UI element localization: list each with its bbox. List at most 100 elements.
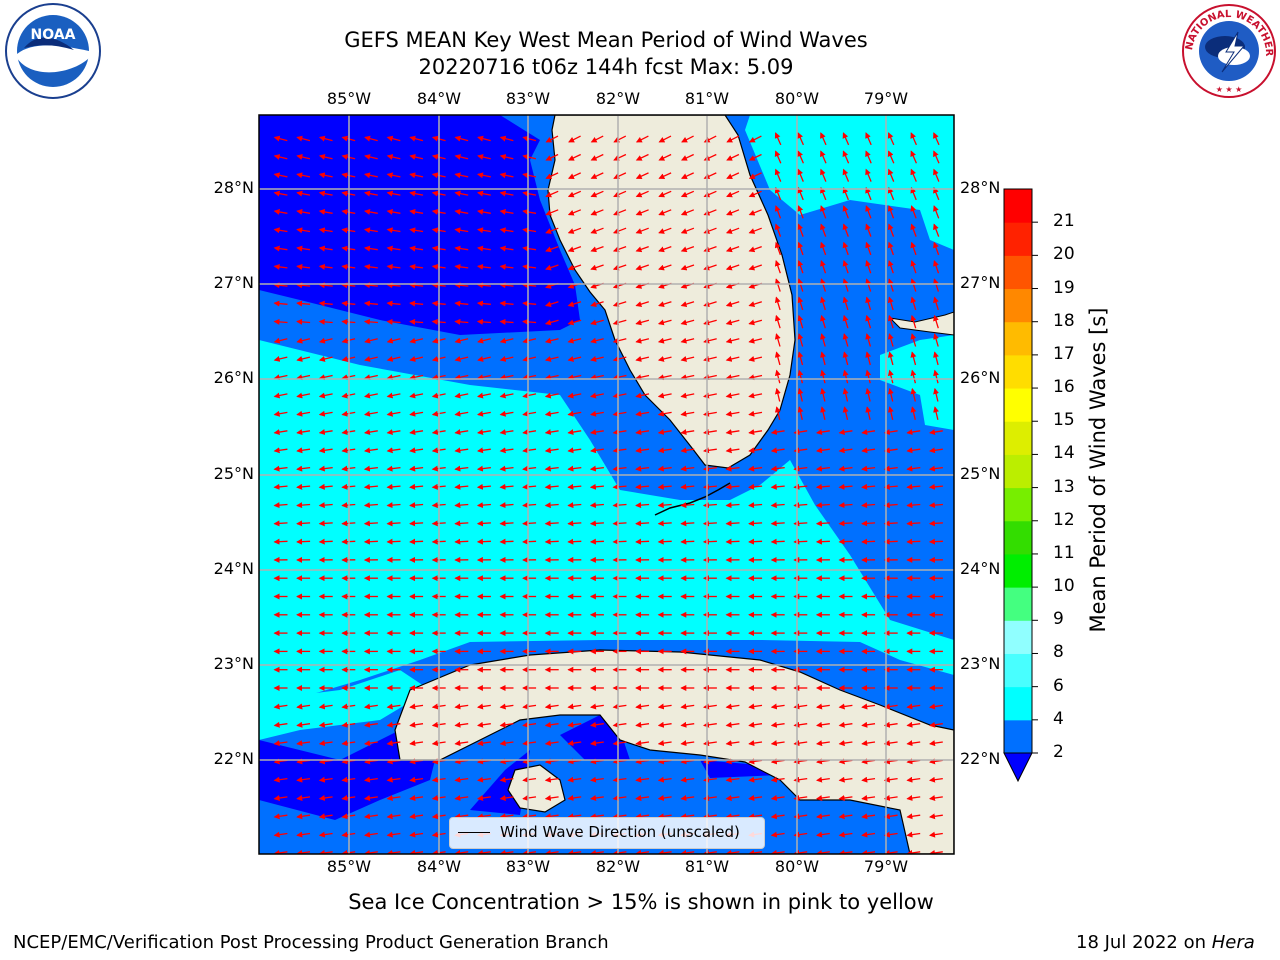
wave-direction-arrow (409, 502, 424, 509)
wave-direction-arrow (567, 301, 582, 308)
wave-direction-arrow (522, 538, 537, 545)
wave-direction-arrow (906, 447, 921, 454)
wave-direction-arrow (657, 465, 672, 472)
wave-direction-arrow (590, 209, 604, 216)
wave-direction-arrow (680, 703, 695, 710)
wave-direction-arrow (680, 721, 695, 728)
wave-direction-arrow (748, 447, 763, 454)
wave-direction-arrow (770, 502, 785, 509)
wave-direction-arrow (797, 260, 804, 274)
colorbar-tick-label: 17 (1053, 343, 1075, 364)
wave-direction-arrow (865, 223, 872, 237)
wave-direction-arrow (296, 813, 311, 820)
wave-direction-arrow (454, 300, 469, 307)
colorbar-tick-label: 19 (1053, 277, 1075, 298)
wave-direction-arrow (364, 429, 378, 435)
colorbar-segment (1004, 653, 1032, 688)
wave-direction-arrow (386, 447, 401, 454)
wave-direction-arrow (613, 153, 627, 161)
wave-direction-arrow (815, 465, 830, 472)
wave-direction-arrow (522, 776, 537, 783)
wave-direction-arrow (816, 795, 830, 801)
wave-direction-arrow (748, 227, 762, 234)
tick-label: 84°W (416, 89, 462, 108)
wave-direction-arrow (476, 318, 491, 325)
wave-direction-arrow (748, 337, 763, 344)
wave-direction-arrow (296, 776, 311, 783)
wave-direction-arrow (748, 795, 763, 801)
wave-direction-arrow (545, 245, 559, 253)
wave-direction-arrow (861, 538, 876, 545)
wave-direction-arrow (657, 447, 672, 454)
wave-direction-arrow (318, 520, 333, 527)
wave-direction-arrow (883, 538, 898, 545)
wave-direction-arrow (703, 795, 717, 801)
wave-direction-arrow (409, 447, 424, 454)
wave-direction-arrow (477, 337, 491, 344)
wave-direction-arrow (635, 721, 650, 728)
wave-direction-arrow (680, 813, 695, 820)
wave-direction-arrow (386, 227, 401, 234)
wave-direction-arrow (318, 795, 333, 801)
wave-direction-arrow (273, 282, 288, 289)
wave-direction-arrow (797, 369, 804, 384)
wave-direction-arrow (273, 429, 288, 435)
wave-direction-arrow (887, 150, 895, 164)
wave-direction-arrow (409, 429, 424, 435)
wave-direction-arrow (929, 721, 943, 728)
wave-direction-arrow (409, 392, 424, 399)
wave-direction-arrow (774, 387, 781, 402)
wave-direction-arrow (364, 392, 378, 399)
wave-direction-arrow (590, 135, 604, 143)
wave-direction-arrow (612, 337, 627, 344)
wave-direction-arrow (477, 227, 491, 234)
wave-direction-arrow (296, 154, 311, 160)
wave-direction-arrow (680, 447, 695, 454)
sea-ice-note: Sea Ice Concentration > 15% is shown in … (348, 890, 934, 914)
wave-direction-arrow (590, 795, 604, 801)
tick-label: 85°W (326, 857, 372, 876)
wave-direction-arrow (544, 429, 559, 435)
host-name: Hera (1211, 932, 1255, 953)
wave-direction-arrow (590, 447, 604, 454)
wave-direction-arrow (590, 392, 604, 399)
wave-direction-arrow (816, 831, 830, 838)
wave-direction-arrow (887, 168, 895, 182)
wave-direction-arrow (613, 135, 627, 143)
wave-direction-arrow (544, 410, 559, 417)
wave-direction-arrow (838, 795, 853, 801)
wave-direction-arrow (657, 356, 672, 362)
wave-direction-arrow (364, 721, 378, 728)
wave-direction-arrow (770, 520, 785, 527)
wave-direction-arrow (816, 429, 830, 435)
wave-direction-arrow (748, 813, 763, 820)
wave-direction-arrow (906, 776, 921, 783)
wave-direction-arrow (820, 369, 826, 384)
wave-direction-arrow (748, 483, 763, 490)
wave-direction-arrow (296, 245, 311, 252)
wave-direction-arrow (477, 703, 491, 710)
wave-direction-arrow (409, 282, 424, 289)
wave-direction-arrow (318, 356, 333, 362)
wave-direction-arrow (770, 831, 785, 838)
wave-direction-arrow (363, 483, 378, 490)
wave-direction-arrow (590, 337, 604, 344)
wave-direction-arrow (933, 314, 939, 329)
wave-direction-arrow (567, 721, 582, 728)
wave-direction-arrow (770, 465, 785, 472)
wave-direction-arrow (477, 208, 491, 215)
wave-direction-arrow (838, 538, 853, 545)
wave-direction-arrow (499, 703, 514, 710)
wave-direction-arrow (933, 351, 939, 366)
wave-direction-arrow (748, 301, 762, 308)
wave-direction-arrow (635, 776, 650, 783)
wave-direction-arrow (725, 264, 740, 271)
wave-direction-arrow (820, 241, 827, 256)
wave-direction-arrow (296, 135, 311, 142)
wave-direction-arrow (933, 205, 940, 219)
wave-direction-arrow (567, 264, 582, 271)
wave-direction-arrow (363, 465, 378, 472)
map-frame (258, 114, 955, 855)
wave-direction-arrow (612, 245, 627, 253)
wave-direction-arrow (522, 154, 537, 160)
